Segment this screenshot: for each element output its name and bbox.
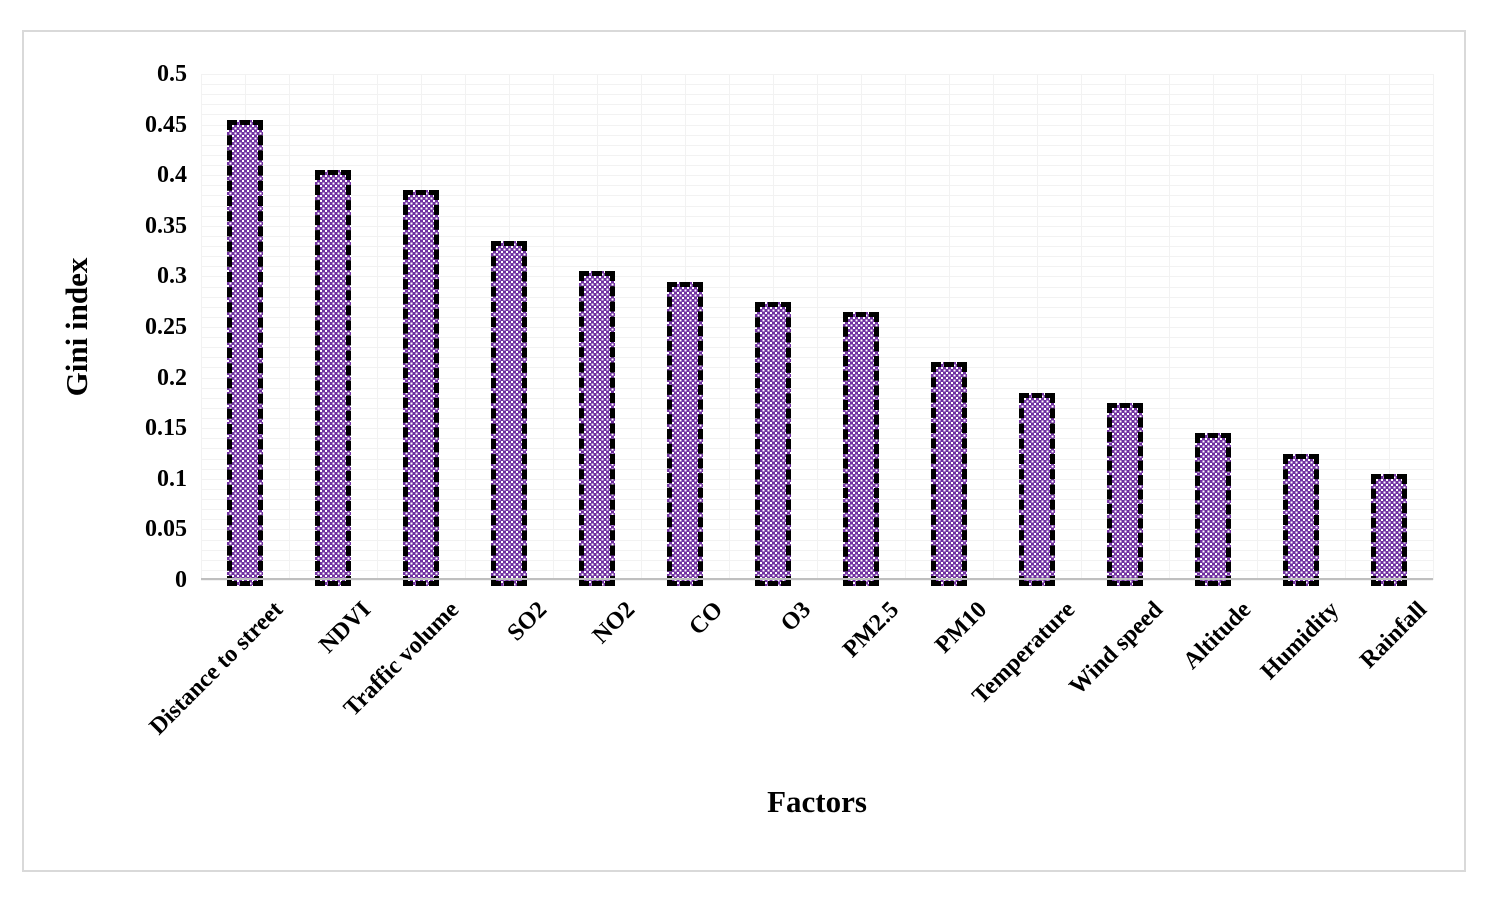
- vertical-gridline: [1037, 74, 1038, 580]
- vertical-gridline: [641, 74, 642, 580]
- vertical-gridline: [1433, 74, 1434, 580]
- bar-so2: [491, 241, 527, 586]
- y-tick-label: 0.15: [145, 415, 187, 442]
- plot-area: [201, 74, 1434, 586]
- vertical-gridline: [1345, 74, 1346, 580]
- vertical-gridline: [1169, 74, 1170, 580]
- bar-traffic-volume: [403, 190, 439, 586]
- vertical-gridline: [465, 74, 466, 580]
- y-tick-label: 0.05: [145, 516, 187, 543]
- bar-rainfall: [1371, 473, 1407, 586]
- bar-pm10: [931, 362, 967, 586]
- bar-temperature: [1019, 392, 1055, 586]
- vertical-gridline: [1213, 74, 1214, 580]
- bar-o3: [755, 301, 791, 586]
- vertical-gridline: [905, 74, 906, 580]
- vertical-gridline: [553, 74, 554, 580]
- vertical-gridline: [817, 74, 818, 580]
- y-tick-label: 0.35: [145, 212, 187, 239]
- vertical-gridline: [993, 74, 994, 580]
- y-tick-label: 0.1: [157, 465, 187, 492]
- chart-figure: Gini index 0.5 0.45 0.4 0.35 0.3 0.25 0.2 0.15 0…: [22, 30, 1466, 872]
- bar-pm2-5: [843, 311, 879, 586]
- vertical-gridline: [1125, 74, 1126, 580]
- x-category-label: Rainfall: [1355, 596, 1433, 674]
- bar-humidity: [1283, 453, 1319, 586]
- y-tick-label: 0.5: [157, 61, 187, 87]
- bar-no2: [579, 271, 615, 586]
- bar-wind-speed: [1107, 402, 1143, 586]
- y-tick-label: 0.2: [157, 364, 187, 391]
- y-tick-label: 0.3: [157, 263, 187, 290]
- y-tick-label: 0.25: [145, 314, 187, 340]
- bar-altitude: [1195, 433, 1231, 586]
- horizontal-gridline: [201, 580, 1433, 581]
- vertical-gridline: [1257, 74, 1258, 580]
- vertical-gridline: [1081, 74, 1082, 580]
- vertical-gridline: [1301, 74, 1302, 580]
- vertical-gridline: [949, 74, 950, 580]
- y-tick-label: 0.45: [145, 111, 187, 138]
- vertical-gridline: [289, 74, 290, 580]
- bar-ndvi: [315, 170, 351, 586]
- vertical-gridline: [729, 74, 730, 580]
- vertical-gridline: [1389, 74, 1390, 580]
- vertical-gridline: [201, 74, 202, 580]
- y-tick-label: 0: [175, 567, 187, 593]
- bar-distance-to-street: [227, 119, 263, 586]
- y-tick-label: 0.4: [157, 162, 187, 189]
- x-axis-line: [201, 578, 1433, 580]
- bar-co: [667, 281, 703, 586]
- vertical-gridline: [377, 74, 378, 580]
- x-axis-title: Factors: [767, 784, 867, 819]
